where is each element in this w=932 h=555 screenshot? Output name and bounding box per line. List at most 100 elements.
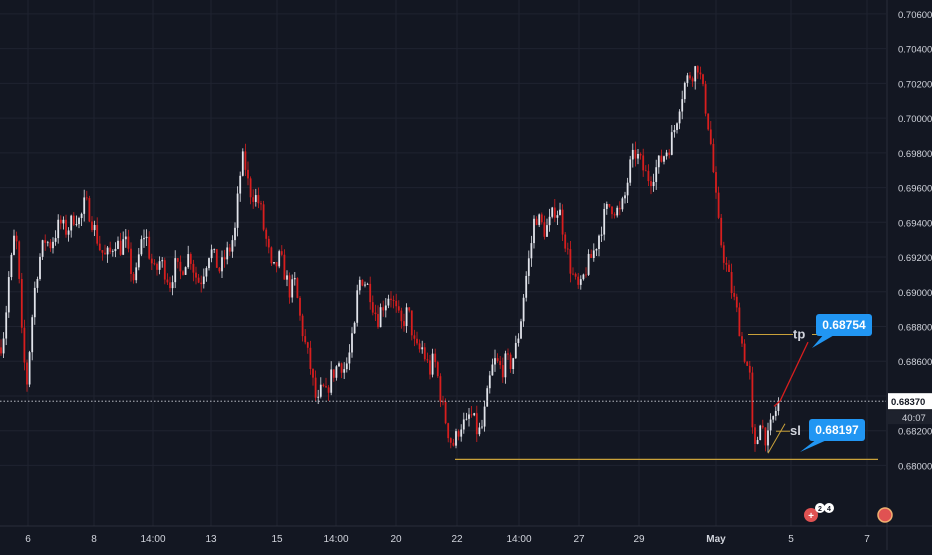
candle-body: [421, 347, 424, 350]
candle: [556, 210, 559, 226]
candle-body: [392, 299, 395, 301]
candle: [382, 300, 385, 317]
candle-body: [145, 236, 148, 239]
candle-body: [213, 249, 216, 250]
candle: [150, 253, 153, 271]
candle: [538, 213, 541, 228]
candle-body: [673, 129, 676, 133]
candle: [210, 244, 213, 263]
candle: [621, 196, 624, 212]
candle: [587, 249, 590, 276]
candle: [312, 368, 314, 386]
candle-body: [603, 208, 606, 235]
candle: [751, 366, 754, 434]
candle: [327, 385, 330, 401]
candle-body: [104, 252, 106, 255]
candle: [681, 90, 684, 120]
time-tick-label: 22: [451, 534, 463, 545]
candle: [533, 215, 535, 249]
candle-body: [702, 74, 704, 85]
candle-body: [67, 230, 70, 235]
candle-body: [657, 155, 660, 168]
candle-body: [587, 253, 590, 275]
candle-body: [345, 363, 348, 370]
candle-body: [275, 262, 278, 267]
candle-body: [465, 418, 468, 420]
event-count-bubble: [824, 503, 834, 513]
candle-body: [751, 372, 754, 428]
candle-body: [494, 358, 496, 365]
candle: [774, 406, 777, 421]
time-tick-label: 29: [633, 534, 645, 545]
candle-body: [335, 366, 338, 378]
candle: [416, 331, 418, 346]
candle: [561, 204, 564, 242]
candle: [0, 339, 2, 356]
candle-body: [36, 279, 39, 288]
candle: [218, 267, 221, 274]
candle-body: [559, 209, 561, 216]
candle: [254, 188, 257, 207]
price-tick-label: 0.70000: [898, 114, 932, 125]
candle-body: [117, 240, 119, 249]
candle-body: [686, 75, 689, 83]
candle: [114, 242, 117, 258]
candle: [31, 314, 34, 361]
candle: [278, 249, 281, 269]
candle-body: [296, 278, 299, 298]
candle: [390, 291, 392, 308]
candle-body: [374, 312, 377, 315]
candle-body: [730, 272, 733, 294]
candle-body: [221, 257, 223, 272]
candle-body: [98, 243, 101, 251]
time-tick-label: May: [706, 534, 726, 545]
candle-body: [556, 215, 559, 218]
candle-body: [210, 249, 213, 259]
candle: [78, 216, 80, 229]
candle: [676, 122, 678, 134]
tp-badge-box: [816, 314, 872, 336]
candle-body: [756, 440, 759, 444]
candle: [148, 231, 151, 260]
candle-body: [629, 159, 632, 183]
candle-body: [712, 143, 715, 173]
candle-body: [166, 279, 169, 283]
candle-body: [715, 172, 717, 193]
candle: [759, 424, 762, 441]
candle: [265, 227, 268, 247]
candle: [46, 240, 49, 247]
candle-body: [244, 151, 247, 170]
candle: [663, 155, 665, 165]
candle: [657, 155, 660, 174]
price-tick-label: 0.70400: [898, 45, 932, 56]
price-tick-label: 0.69600: [898, 184, 932, 195]
candle: [579, 275, 582, 290]
candle: [57, 214, 60, 244]
candle: [525, 271, 528, 302]
candle-body: [709, 129, 712, 144]
candle-body: [449, 438, 452, 443]
candle: [345, 357, 348, 373]
candle-body: [426, 359, 429, 361]
candle: [10, 252, 13, 281]
candle: [595, 248, 598, 256]
candle-body: [46, 242, 49, 244]
tp-badge-text: 0.68754: [822, 318, 866, 332]
candle-body: [169, 282, 171, 289]
candle: [135, 262, 138, 284]
candle-body: [676, 123, 678, 130]
candle-body: [611, 206, 613, 215]
candle: [499, 355, 502, 369]
candle: [361, 279, 364, 287]
candle-body: [228, 247, 231, 252]
candle: [488, 370, 491, 394]
candle-body: [54, 238, 57, 242]
candle: [709, 121, 712, 146]
candle: [101, 250, 104, 261]
event-marker-icon: [877, 507, 893, 523]
candle-body: [512, 358, 515, 370]
candle-body: [665, 152, 668, 157]
candle-body: [85, 197, 88, 199]
